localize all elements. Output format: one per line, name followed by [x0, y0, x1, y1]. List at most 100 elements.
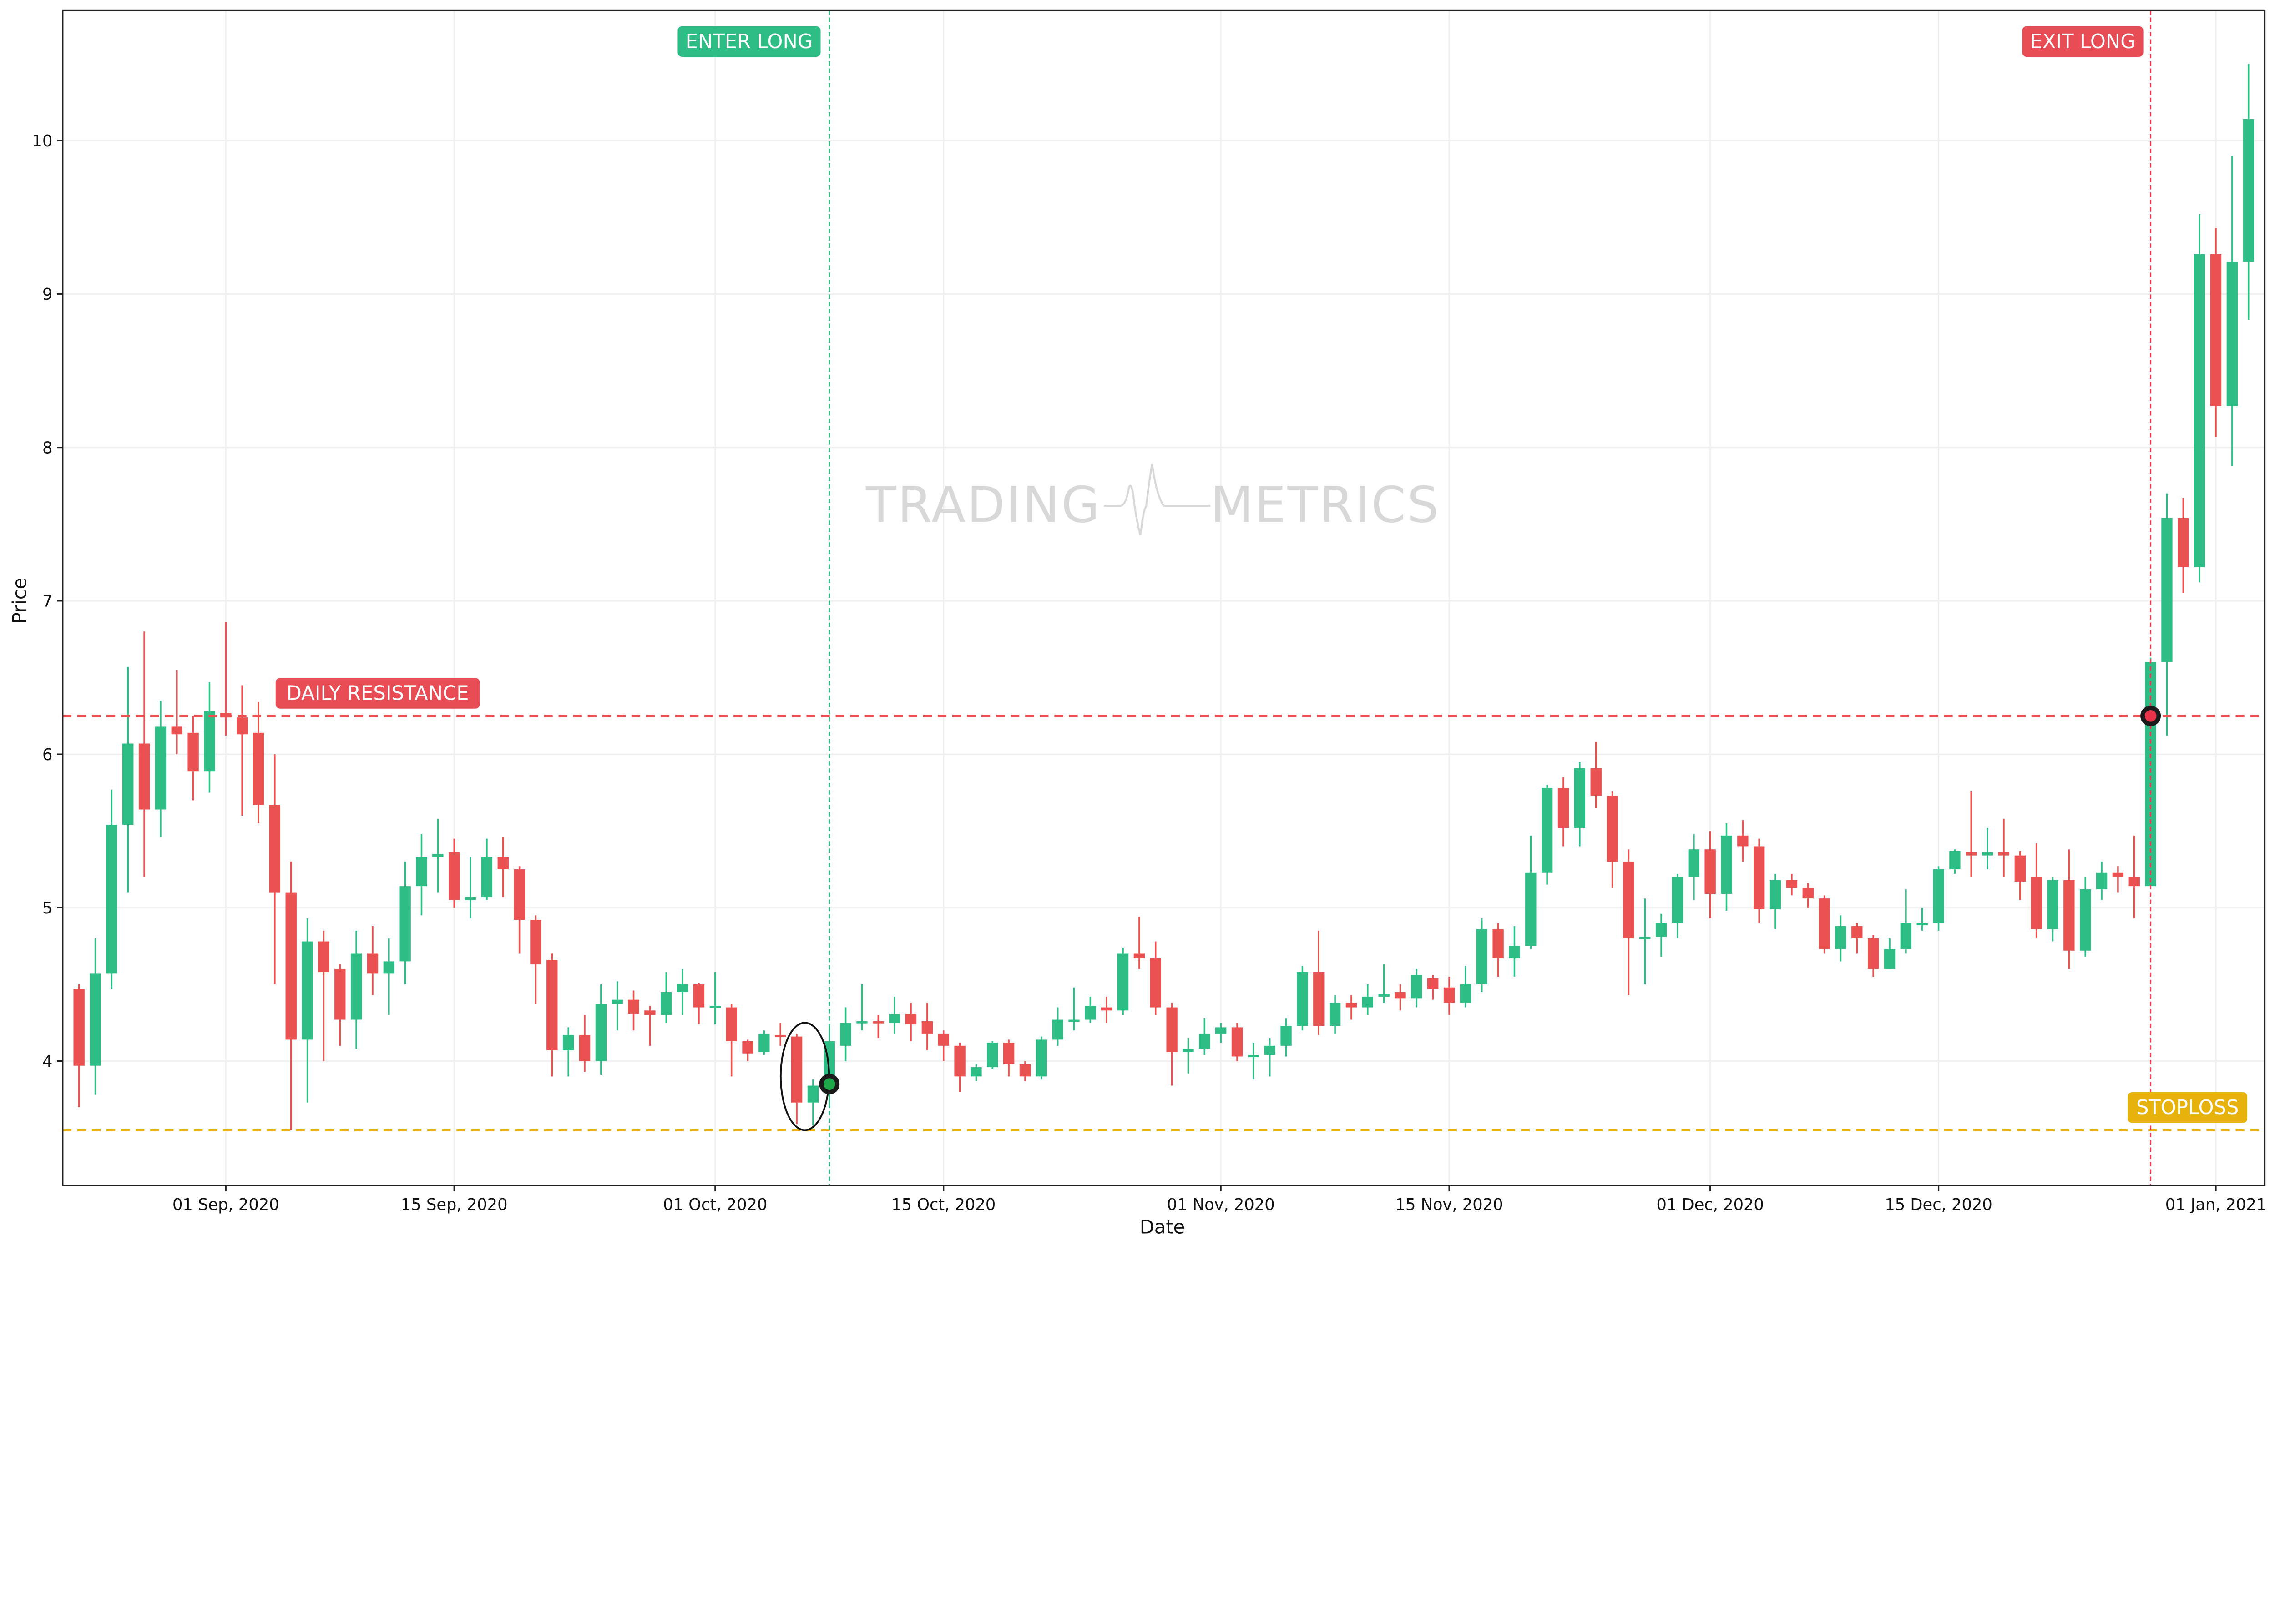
- candle-body: [253, 732, 264, 805]
- candle-body: [595, 1004, 607, 1061]
- candle-down: [236, 685, 248, 816]
- candle-up: [399, 862, 411, 984]
- candle-down: [187, 716, 199, 801]
- candle-up: [1916, 908, 1928, 931]
- candle-down: [1313, 930, 1325, 1035]
- candle-body: [2096, 872, 2108, 889]
- candle-down: [628, 990, 639, 1031]
- candle-body: [1345, 1003, 1357, 1008]
- candle-body: [171, 726, 182, 735]
- candle-body: [1607, 796, 1618, 862]
- candle-up: [856, 984, 868, 1031]
- candle-body: [1395, 992, 1406, 999]
- candle-body: [187, 732, 199, 772]
- candle-down: [253, 702, 264, 823]
- candle-up: [889, 996, 900, 1034]
- candle-up: [1884, 938, 1896, 969]
- y-tick-label: 5: [42, 899, 52, 918]
- candle-body: [399, 886, 411, 962]
- candle-up: [562, 1027, 574, 1077]
- candle-body: [1721, 835, 1732, 894]
- candle-body: [1786, 880, 1798, 888]
- candle-body: [2031, 877, 2042, 929]
- candle-up: [155, 701, 167, 837]
- candle-body: [1297, 972, 1308, 1026]
- candle-up: [1460, 966, 1471, 1008]
- candle-down: [693, 983, 705, 1024]
- candle-body: [514, 869, 525, 920]
- watermark: TRADING METRICS: [865, 463, 1439, 535]
- candle-down: [1427, 975, 1439, 1000]
- candle-body: [987, 1043, 998, 1068]
- candle-body: [1362, 996, 1374, 1008]
- candle-body: [2161, 518, 2173, 662]
- candle-up: [2047, 877, 2058, 942]
- candle-body: [562, 1035, 574, 1050]
- candle-body: [367, 953, 379, 974]
- candle-down: [1395, 984, 1406, 1011]
- candle-down: [1345, 995, 1357, 1020]
- stoploss-label-box: [2128, 1092, 2248, 1123]
- x-tick-label: 15 Oct, 2020: [891, 1195, 996, 1214]
- candle-body: [856, 1021, 868, 1024]
- candle-body: [1231, 1027, 1243, 1057]
- candle-body: [2014, 855, 2026, 882]
- candle-body: [726, 1007, 737, 1041]
- candle-body: [840, 1023, 851, 1046]
- candle-up: [677, 969, 688, 1015]
- candle-body: [1933, 869, 1944, 923]
- candle-up: [709, 972, 721, 1024]
- candle-down: [514, 866, 525, 954]
- candle-body: [269, 805, 281, 893]
- candle-down: [1443, 977, 1455, 1015]
- candle-body: [1443, 987, 1455, 1003]
- candle-body: [677, 984, 688, 992]
- exit-marker: [2140, 706, 2161, 726]
- candle-body: [971, 1067, 982, 1077]
- candle-up: [481, 838, 493, 900]
- candle-down: [921, 1003, 933, 1050]
- candle-down: [905, 1003, 917, 1041]
- candle-up: [1362, 984, 1374, 1015]
- candle-body: [90, 973, 101, 1066]
- candle-down: [1101, 996, 1112, 1023]
- candle-body: [1280, 1026, 1292, 1046]
- candle-up: [2194, 214, 2205, 583]
- candle-body: [1264, 1045, 1275, 1055]
- candle-up: [1297, 966, 1308, 1031]
- x-tick-label: 15 Nov, 2020: [1395, 1195, 1503, 1214]
- candle-down: [938, 1030, 949, 1061]
- candle-down: [546, 953, 558, 1077]
- candle-body: [1769, 880, 1781, 909]
- candle-body: [302, 941, 313, 1040]
- candle-up: [1525, 835, 1537, 949]
- candle-down: [1166, 1003, 1178, 1086]
- x-tick-label: 01 Oct, 2020: [663, 1195, 767, 1214]
- candle-body: [791, 1036, 803, 1103]
- candle-body: [1802, 888, 1814, 899]
- x-tick-label: 01 Sep, 2020: [172, 1195, 279, 1214]
- candle-body: [954, 1045, 966, 1077]
- candle-body: [1949, 851, 1961, 870]
- candle-down: [1623, 849, 1634, 995]
- candle-up: [432, 818, 444, 893]
- candle-body: [2063, 880, 2075, 951]
- candle-up: [1085, 996, 1096, 1023]
- daily-resistance-label-box: [275, 678, 480, 709]
- candle-up: [1639, 898, 1651, 984]
- candle-up: [1117, 948, 1129, 1015]
- candle-body: [2047, 880, 2058, 929]
- candle-body: [807, 1085, 819, 1103]
- candle-down: [530, 915, 541, 1004]
- candle-down: [954, 1043, 966, 1092]
- candle-down: [2014, 851, 2026, 900]
- candle-body: [1884, 949, 1896, 969]
- candle-body: [1623, 862, 1634, 938]
- y-tick-label: 6: [42, 746, 52, 764]
- candle-body: [2194, 254, 2205, 567]
- candle-down: [1003, 1039, 1015, 1077]
- candle-body: [138, 743, 150, 810]
- x-tick-label: 15 Sep, 2020: [401, 1195, 508, 1214]
- candle-body: [2243, 119, 2254, 262]
- candle-down: [644, 1006, 656, 1046]
